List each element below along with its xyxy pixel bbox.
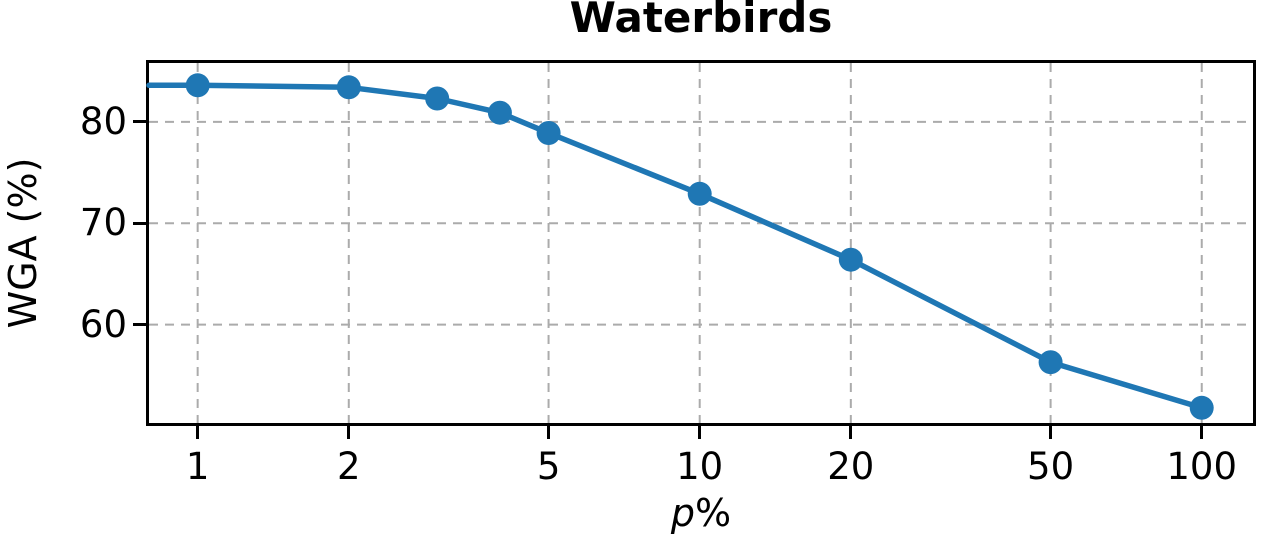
x-tick-label-5: 5 [536, 445, 561, 488]
y-tick-mark-60 [133, 323, 146, 327]
x-axis-label-variable: p [670, 491, 695, 535]
x-tick-mark-50 [1049, 426, 1053, 439]
x-tick-label-20: 20 [827, 445, 875, 488]
data-point-x10 [687, 181, 712, 206]
x-tick-mark-1 [196, 426, 200, 439]
plot-canvas [146, 63, 1253, 423]
chart-title: Waterbirds [569, 0, 833, 42]
x-tick-mark-5 [547, 426, 551, 439]
x-tick-label-2: 2 [337, 445, 361, 488]
data-point-x5 [536, 121, 561, 145]
x-axis-label: p% [149, 491, 1253, 535]
x-axis-label-suffix: % [695, 491, 732, 535]
x-tick-mark-100 [1200, 426, 1204, 439]
x-tick-mark-20 [849, 426, 853, 439]
data-line [146, 82, 1205, 411]
y-tick-label-80: 80 [79, 99, 127, 143]
x-tick-label-100: 100 [1166, 445, 1237, 488]
data-point-x20 [838, 247, 863, 272]
y-tick-mark-70 [133, 221, 146, 225]
data-point-x100 [1189, 395, 1214, 420]
data-point-x4 [487, 100, 512, 125]
y-tick-mark-80 [133, 120, 146, 124]
x-tick-label-10: 10 [676, 445, 724, 488]
y-tick-label-70: 70 [79, 201, 127, 245]
y-tick-label-60: 60 [79, 302, 127, 346]
data-point-x2 [336, 75, 361, 100]
data-point-x1 [185, 73, 210, 98]
data-point-x50 [1038, 350, 1063, 375]
data-point-x3 [425, 86, 450, 111]
plot-area [146, 60, 1256, 426]
x-tick-label-1: 1 [185, 445, 210, 488]
x-tick-mark-10 [698, 426, 702, 439]
x-tick-label-50: 50 [1027, 445, 1075, 488]
x-tick-mark-2 [347, 426, 351, 439]
